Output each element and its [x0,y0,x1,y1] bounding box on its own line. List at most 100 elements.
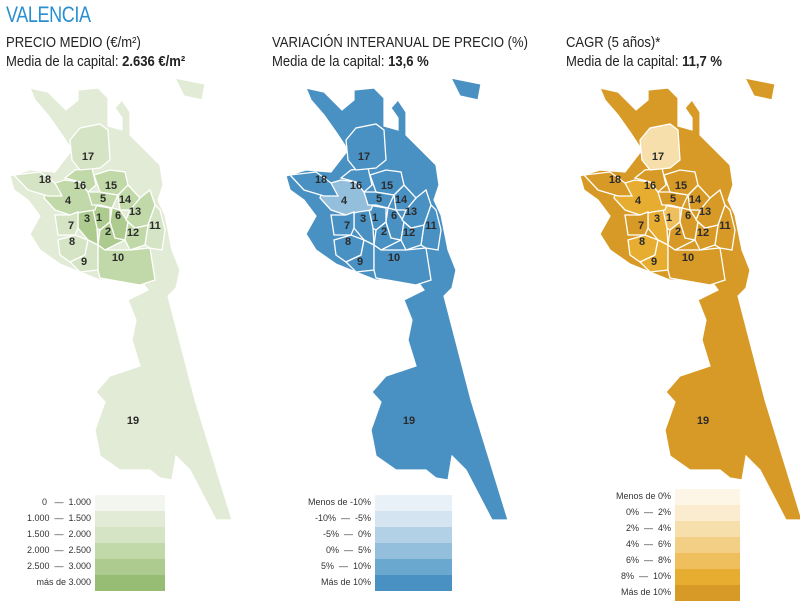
district-7 [624,211,649,236]
legend-row: más de 3.000 [0,575,165,591]
panel-subheading: Media de la capital: 13,6 % [272,54,429,70]
district-label-12: 12 [403,227,415,239]
legend-swatch [95,527,165,543]
legend-swatch [95,559,165,575]
district-11 [714,203,736,251]
district-10 [373,243,432,286]
district-label-8: 8 [345,236,351,248]
legend-row: 2% — 4% [570,521,740,537]
legend-label: 2% — 4% [625,523,671,533]
legend-row: 0% — 5% [276,543,452,559]
district-19-area [9,87,233,521]
district-label-11: 11 [425,220,437,232]
panel-heading: PRECIO MEDIO (€/m²) [6,35,141,51]
legend-row: Más de 10% [570,585,740,601]
legend-label: -10% — -5% [314,513,371,523]
district-13 [125,188,156,229]
district-18 [582,171,634,197]
district-16 [339,167,373,193]
district-label-7: 7 [344,220,350,232]
district-label-6: 6 [685,210,691,222]
district-label-3: 3 [84,213,90,225]
district-label-10: 10 [682,252,694,264]
district-label-9: 9 [357,256,363,268]
district-15 [93,169,129,196]
district-17 [69,123,111,171]
legend-swatch [375,543,452,559]
district-10 [97,243,156,286]
district-label-11: 11 [719,220,731,232]
district-16 [633,167,667,193]
legend-swatch [675,505,740,521]
district-label-3: 3 [360,213,366,225]
legend-row: Más de 10% [276,575,452,591]
legend-swatch [675,489,740,505]
legend-swatch [375,559,452,575]
district-16 [63,167,97,193]
district-label-9: 9 [651,256,657,268]
legend-row: -5% — 0% [276,527,452,543]
legend-cagr: Menos de 0% 0% — 2% 2% — 4% 4% — 6% 6% — 8% 8… [570,489,740,601]
district-label-15: 15 [675,180,687,192]
legend-label: 1.500 — 2.000 [26,529,91,539]
legend-row: Menos de -10% [276,495,452,511]
district-label-8: 8 [69,236,75,248]
district-label-4: 4 [635,195,642,207]
legend-label: -5% — 0% [322,529,371,539]
district-label-1: 1 [666,212,672,224]
district-label-8: 8 [639,236,645,248]
district-19-area [579,87,800,521]
legend-row: 5% — 10% [276,559,452,575]
district-label-17: 17 [82,151,94,163]
district-label-4: 4 [65,195,72,207]
legend-row: 6% — 8% [570,553,740,569]
district-11 [420,203,442,251]
legend-label: 0% — 2% [625,507,671,517]
panel-subheading: Media de la capital: 11,7 % [566,54,722,70]
legend-label: 0 — 1.000 [41,497,91,507]
district-label-12: 12 [127,227,139,239]
district-label-10: 10 [112,252,124,264]
district-label-15: 15 [381,180,393,192]
district-label-5: 5 [670,193,676,205]
legend-label: Menos de -10% [307,497,371,507]
district-label-2: 2 [675,226,681,238]
district-label-1: 1 [96,212,102,224]
district-label-17: 17 [652,151,664,163]
district-label-16: 16 [74,180,86,192]
district-15 [663,169,699,196]
district-label-9: 9 [81,256,87,268]
district-13 [695,188,726,229]
legend-row: 1.000 — 1.500 [0,511,165,527]
legend-label: 1.000 — 1.500 [26,513,91,523]
legend-label: 2.500 — 3.000 [26,561,91,571]
district-18 [288,171,340,197]
panel-heading: VARIACIÓN INTERANUAL DE PRECIO (%) [272,35,528,51]
district-17 [345,123,387,171]
panel-heading: CAGR (5 años)* [566,35,661,51]
legend-swatch [375,495,452,511]
district-label-13: 13 [405,206,417,218]
panel-header-precio: PRECIO MEDIO (€/m²) Media de la capital:… [6,34,185,72]
legend-row: -10% — -5% [276,511,452,527]
district-label-5: 5 [376,193,382,205]
port-island-area [173,77,206,101]
district-label-18: 18 [315,174,327,186]
legend-row: 2.500 — 3.000 [0,559,165,575]
legend-swatch [675,537,740,553]
district-label-19: 19 [127,415,139,427]
legend-row: 4% — 6% [570,537,740,553]
district-label-18: 18 [609,174,621,186]
legend-row: 1.500 — 2.000 [0,527,165,543]
district-label-13: 13 [129,206,141,218]
legend-row: 0% — 2% [570,505,740,521]
legend-label: 0% — 5% [325,545,371,555]
port-island-area [449,77,482,101]
legend-label: 8% — 10% [620,571,671,581]
district-label-2: 2 [381,226,387,238]
district-7 [330,211,355,236]
district-label-14: 14 [119,194,132,206]
district-19-area [285,87,509,521]
